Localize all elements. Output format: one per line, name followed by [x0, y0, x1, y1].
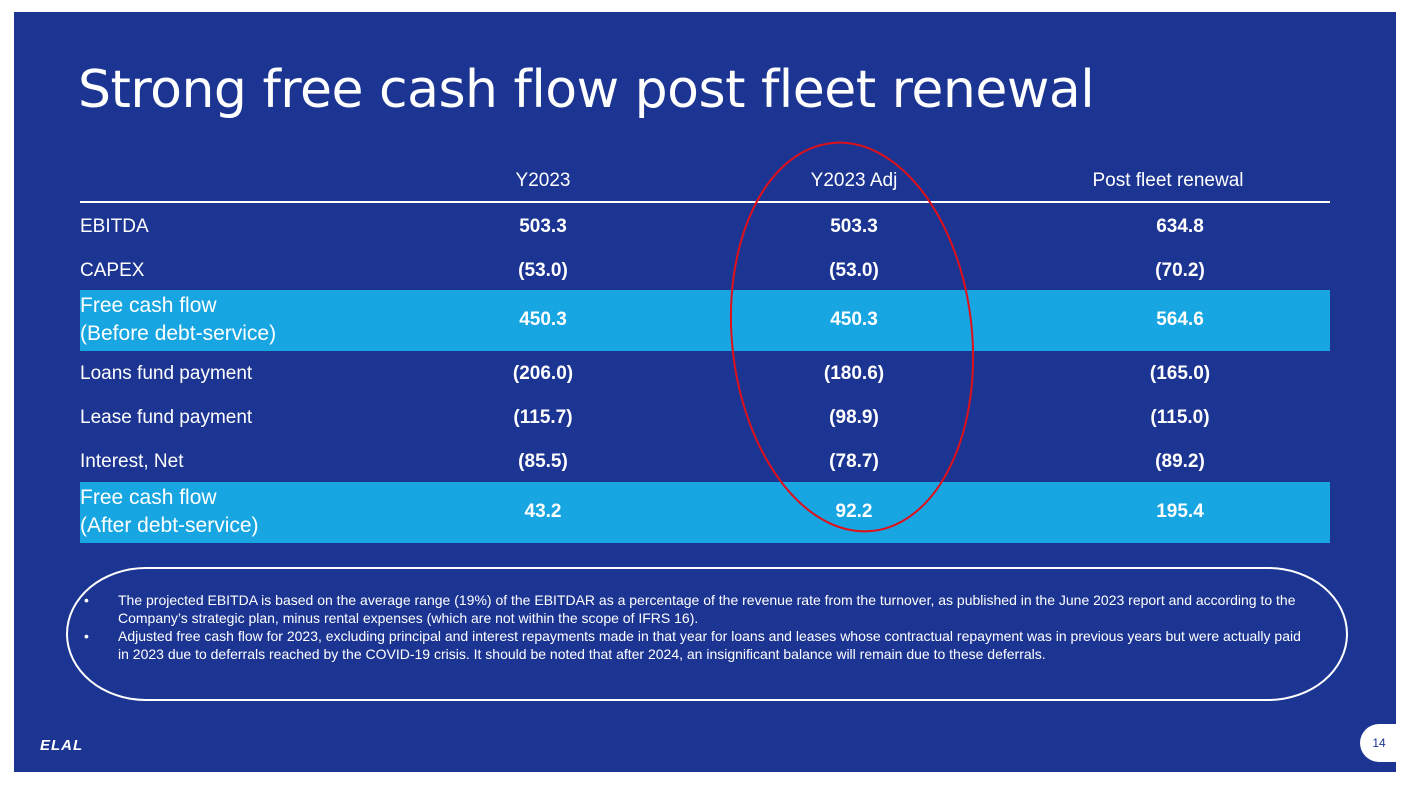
- footnote-text: The projected EBITDA is based on the ave…: [118, 592, 1296, 626]
- bullet-icon: •: [84, 592, 89, 608]
- slide: Strong free cash flow post fleet renewal…: [14, 12, 1396, 772]
- column-header-y2023-adj: Y2023 Adj: [810, 170, 898, 191]
- footnote-text: Adjusted free cash flow for 2023, exclud…: [118, 628, 1301, 662]
- cell-y2023-adj: 92.2: [835, 501, 873, 522]
- table-row-free-cash-flow-before: Free cash flow (Before debt-service) 450…: [80, 290, 1330, 351]
- table-row-ebitda: EBITDA 503.3 503.3 634.8: [80, 208, 1330, 248]
- cell-post-fleet-renewal: 634.8: [1156, 216, 1204, 237]
- cell-y2023: (206.0): [512, 363, 574, 384]
- cell-post-fleet-renewal: 564.6: [1156, 309, 1204, 330]
- row-label: Free cash flow (Before debt-service): [80, 292, 276, 348]
- cell-y2023: (53.0): [518, 260, 568, 281]
- row-label-line-2: (Before debt-service): [80, 322, 277, 345]
- cell-y2023-adj: 503.3: [830, 216, 878, 237]
- row-label: EBITDA: [80, 216, 149, 237]
- table-row-lease-fund-payment: Lease fund payment (115.7) (98.9) (115.0…: [80, 400, 1330, 440]
- table-row-free-cash-flow-after: Free cash flow (After debt-service) 43.2…: [80, 482, 1330, 543]
- cell-y2023-adj: (78.7): [829, 451, 879, 472]
- cell-y2023: (85.5): [518, 451, 568, 472]
- cell-post-fleet-renewal: (115.0): [1150, 407, 1210, 428]
- cell-y2023-adj: (98.9): [829, 407, 879, 428]
- row-label: Loans fund payment: [80, 363, 253, 384]
- footnote-item: • The projected EBITDA is based on the a…: [84, 591, 1312, 627]
- table-row-loans-fund-payment: Loans fund payment (206.0) (180.6) (165.…: [80, 356, 1330, 396]
- cell-post-fleet-renewal: 195.4: [1156, 501, 1204, 522]
- cell-y2023-adj: (180.6): [823, 363, 885, 384]
- slide-title: Strong free cash flow post fleet renewal: [78, 60, 1095, 120]
- row-label: Lease fund payment: [80, 407, 253, 428]
- cell-y2023: (115.7): [513, 407, 573, 428]
- row-label: Free cash flow (After debt-service): [80, 484, 259, 540]
- footnote-item: • Adjusted free cash flow for 2023, excl…: [84, 627, 1312, 663]
- row-label-line-1: Free cash flow: [80, 486, 217, 509]
- footnotes-box: • The projected EBITDA is based on the a…: [66, 567, 1348, 701]
- cell-y2023: 450.3: [519, 309, 567, 330]
- cell-post-fleet-renewal: (89.2): [1155, 451, 1205, 472]
- page-number: 14: [1360, 724, 1396, 762]
- cell-post-fleet-renewal: (165.0): [1149, 363, 1211, 384]
- column-header-y2023: Y2023: [515, 170, 571, 191]
- row-label-line-2: (After debt-service): [80, 514, 259, 537]
- table-row-interest-net: Interest, Net (85.5) (78.7) (89.2): [80, 444, 1330, 484]
- cell-y2023: 43.2: [524, 501, 562, 522]
- header-divider: [80, 201, 1330, 203]
- cell-y2023: 503.3: [519, 216, 567, 237]
- company-logo: ELAL: [40, 737, 84, 754]
- bullet-icon: •: [84, 628, 89, 644]
- cell-post-fleet-renewal: (70.2): [1155, 260, 1205, 281]
- row-label: Interest, Net: [80, 451, 184, 472]
- table-row-capex: CAPEX (53.0) (53.0) (70.2): [80, 252, 1330, 292]
- row-label: CAPEX: [80, 260, 145, 281]
- cell-y2023-adj: (53.0): [829, 260, 879, 281]
- row-label-line-1: Free cash flow: [80, 294, 217, 317]
- column-header-post-fleet-renewal: Post fleet renewal: [1092, 170, 1244, 191]
- cell-y2023-adj: 450.3: [830, 309, 878, 330]
